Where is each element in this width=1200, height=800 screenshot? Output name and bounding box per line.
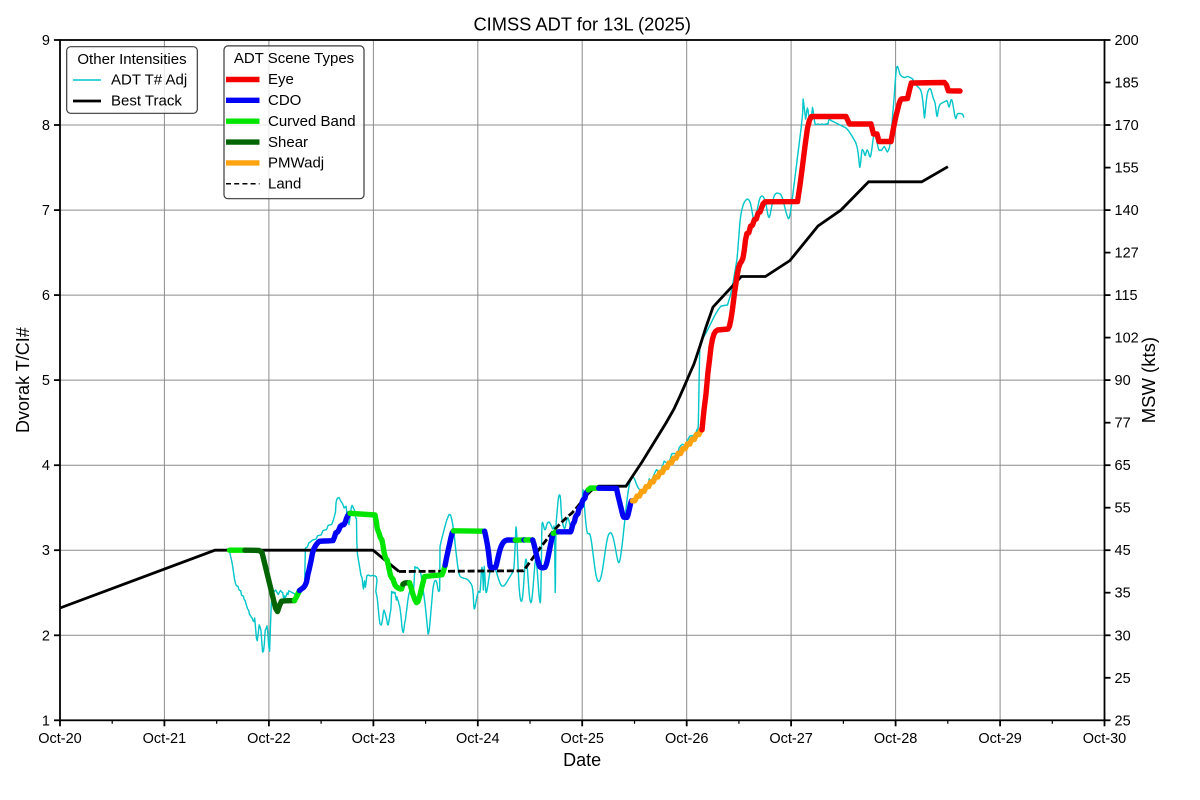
- svg-text:Oct-29: Oct-29: [978, 731, 1022, 747]
- svg-text:5: 5: [42, 373, 50, 389]
- svg-text:Eye: Eye: [268, 71, 294, 88]
- svg-text:2: 2: [42, 628, 50, 644]
- svg-text:Oct-25: Oct-25: [560, 731, 604, 747]
- svg-text:9: 9: [42, 33, 50, 49]
- svg-text:45: 45: [1115, 543, 1131, 559]
- svg-text:102: 102: [1115, 331, 1139, 347]
- svg-text:115: 115: [1115, 288, 1138, 304]
- svg-text:ADT Scene Types: ADT Scene Types: [234, 50, 354, 67]
- svg-text:Oct-27: Oct-27: [769, 731, 813, 747]
- svg-text:PMWadj: PMWadj: [268, 155, 324, 172]
- svg-text:Oct-30: Oct-30: [1083, 731, 1127, 747]
- svg-text:Other Intensities: Other Intensities: [77, 51, 186, 68]
- svg-text:ADT T# Adj: ADT T# Adj: [111, 72, 187, 89]
- svg-text:140: 140: [1115, 203, 1139, 219]
- svg-text:CIMSS ADT for 13L (2025): CIMSS ADT for 13L (2025): [473, 14, 690, 35]
- svg-text:55: 55: [1115, 501, 1131, 517]
- svg-text:77: 77: [1115, 416, 1131, 432]
- svg-text:Date: Date: [563, 750, 601, 770]
- svg-text:Oct-21: Oct-21: [143, 731, 187, 747]
- svg-text:65: 65: [1115, 458, 1131, 474]
- svg-text:127: 127: [1115, 246, 1139, 262]
- svg-text:30: 30: [1115, 628, 1131, 644]
- svg-text:90: 90: [1115, 373, 1131, 389]
- svg-text:4: 4: [42, 458, 50, 474]
- svg-text:Shear: Shear: [268, 134, 308, 151]
- svg-text:3: 3: [42, 543, 50, 559]
- svg-text:Oct-23: Oct-23: [352, 731, 396, 747]
- svg-text:8: 8: [42, 118, 50, 134]
- svg-text:6: 6: [42, 288, 50, 304]
- svg-text:200: 200: [1115, 33, 1139, 49]
- svg-text:25: 25: [1115, 671, 1131, 687]
- svg-text:Land: Land: [268, 175, 301, 192]
- svg-text:CDO: CDO: [268, 92, 301, 109]
- svg-text:Oct-20: Oct-20: [38, 731, 82, 747]
- svg-text:Oct-28: Oct-28: [874, 731, 918, 747]
- svg-text:7: 7: [42, 203, 50, 219]
- svg-text:Curved Band: Curved Band: [268, 113, 356, 130]
- svg-text:Oct-22: Oct-22: [247, 731, 291, 747]
- svg-text:Best Track: Best Track: [111, 93, 182, 110]
- svg-text:35: 35: [1115, 586, 1131, 602]
- svg-text:185: 185: [1115, 76, 1139, 92]
- svg-text:1: 1: [42, 713, 50, 729]
- svg-text:Oct-24: Oct-24: [456, 731, 500, 747]
- svg-text:155: 155: [1115, 161, 1139, 177]
- svg-text:Oct-26: Oct-26: [665, 731, 709, 747]
- svg-text:170: 170: [1115, 118, 1139, 134]
- svg-text:Dvorak T/CI#: Dvorak T/CI#: [13, 327, 33, 433]
- svg-text:MSW (kts): MSW (kts): [1138, 337, 1159, 423]
- svg-text:25: 25: [1115, 713, 1131, 729]
